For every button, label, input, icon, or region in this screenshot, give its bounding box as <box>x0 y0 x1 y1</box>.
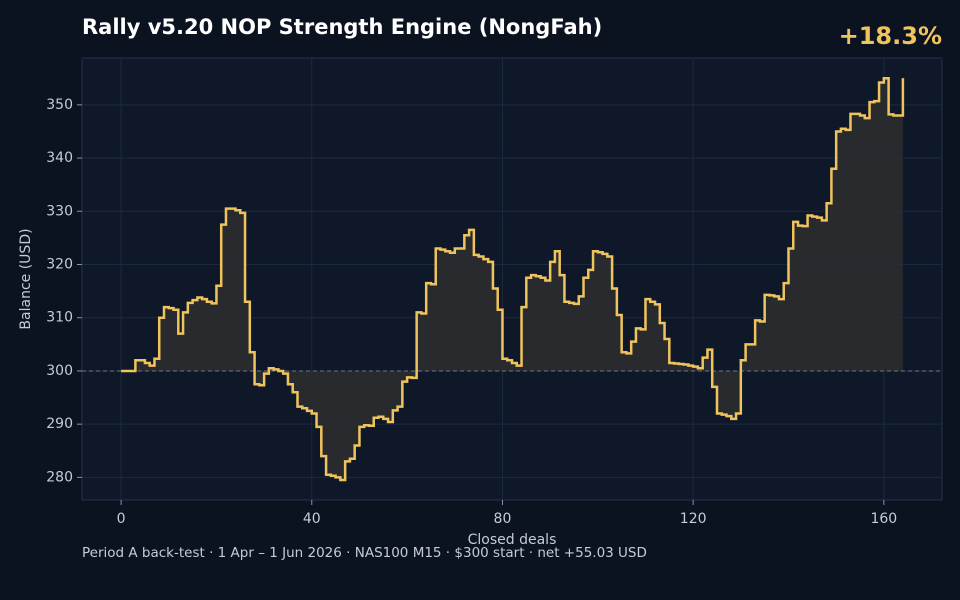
y-tick-label: 320 <box>46 256 73 272</box>
y-tick-label: 290 <box>46 416 73 432</box>
footer: Period A back-test · 1 Apr – 1 Jun 2026 … <box>82 545 647 561</box>
y-tick-label: 330 <box>46 203 73 219</box>
y-tick-label: 300 <box>46 363 73 379</box>
x-tick-label: 80 <box>494 511 512 527</box>
y-tick-label: 350 <box>46 97 73 113</box>
return-badge: +18.3% <box>839 22 942 50</box>
y-tick-label: 310 <box>46 310 73 326</box>
x-tick-label: 0 <box>117 511 126 527</box>
y-axis-label: Balance (USD) <box>18 228 34 329</box>
y-tick-label: 340 <box>46 150 73 166</box>
y-tick-label: 280 <box>46 469 73 485</box>
chart-title: Rally v5.20 NOP Strength Engine (NongFah… <box>82 15 602 39</box>
x-tick-label: 40 <box>303 511 321 527</box>
x-tick-label: 120 <box>680 511 707 527</box>
x-tick-label: 160 <box>870 511 897 527</box>
balance-line <box>121 76 905 482</box>
area-fill <box>121 78 903 481</box>
x-axis-label: Closed deals <box>468 532 557 548</box>
